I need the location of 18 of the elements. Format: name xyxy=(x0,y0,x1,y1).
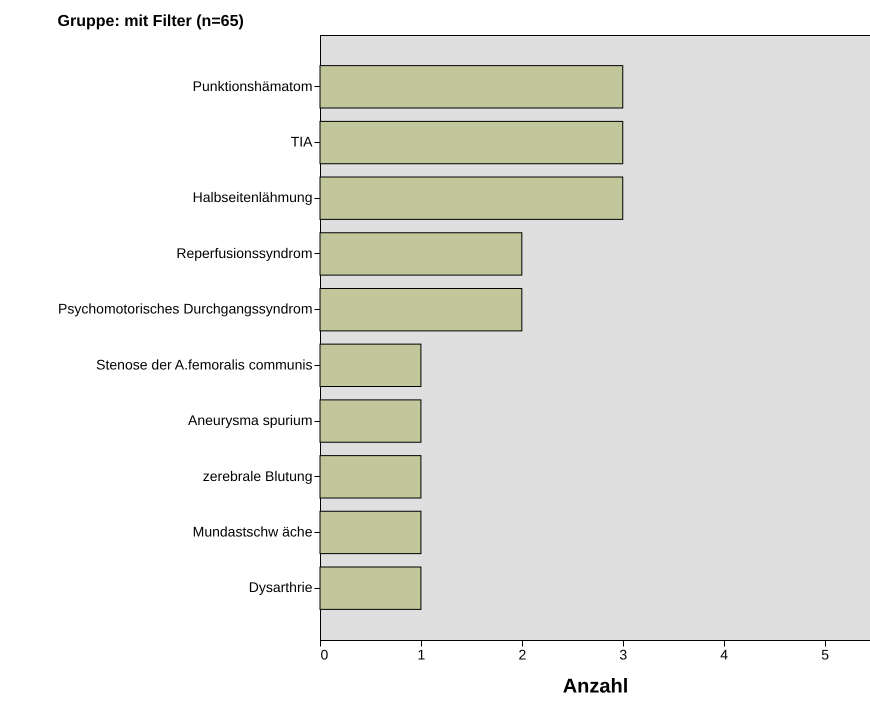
y-tick-label: zerebrale Blutung xyxy=(202,468,312,484)
x-axis-title: Anzahl xyxy=(562,676,628,698)
y-tick-label: Reperfusionssyndrom xyxy=(176,244,312,261)
y-tick-label: TIA xyxy=(290,134,314,150)
text: Gruppe: mit Filter (n=65) xyxy=(58,13,244,30)
x-tick-label: 4 xyxy=(720,646,728,662)
y-tick-label: Stenose der A.femoralis communis xyxy=(96,356,312,372)
x-tick-label: 2 xyxy=(518,646,526,662)
x-tick-label: 0 xyxy=(320,646,328,662)
y-tick-label: Dysarthrie xyxy=(248,579,313,596)
y-tick-label: Mundastschw äche xyxy=(192,523,313,540)
x-tick-label: 1 xyxy=(418,646,426,662)
x-tick-label: 5 xyxy=(821,646,830,662)
y-tick-label: Punktionshämatom xyxy=(192,78,312,94)
y-tick-label: Psychomotorisches Durchgangssyndrom xyxy=(58,300,312,317)
x-tick-label: 3 xyxy=(619,646,628,662)
y-tick-label: Halbseitenlähmung xyxy=(192,189,312,206)
y-tick-label: Aneurysma spurium xyxy=(188,412,312,428)
